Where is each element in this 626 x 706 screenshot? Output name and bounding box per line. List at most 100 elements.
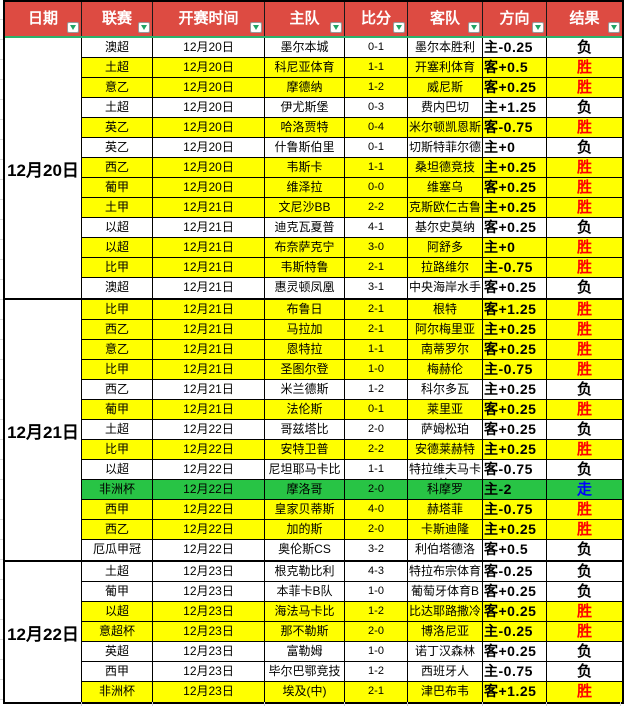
result-cell: 负 <box>547 138 622 157</box>
score-cell: 1-1 <box>345 58 408 77</box>
league-cell: 西乙 <box>82 158 153 177</box>
kickoff-time-cell: 12月22日 <box>153 540 265 560</box>
kickoff-time-cell: 12月22日 <box>153 460 265 479</box>
result-cell: 负 <box>547 278 622 298</box>
away-team-cell: 博洛尼亚 <box>408 622 483 641</box>
filter-dropdown-icon[interactable] <box>250 22 262 33</box>
direction-cell: 主+0 <box>483 138 547 157</box>
filter-dropdown-icon[interactable] <box>138 22 150 33</box>
match-row: 英超 12月23日 富勒姆 1-0 诺丁汉森林 客+0.25 负 <box>82 642 622 662</box>
kickoff-time-cell: 12月21日 <box>153 238 265 257</box>
away-team-cell: 费内巴切 <box>408 98 483 117</box>
result-cell: 负 <box>547 662 622 681</box>
direction-cell: 客+0.5 <box>483 58 547 77</box>
league-cell: 厄瓜甲冠 <box>82 540 153 560</box>
result-cell: 胜 <box>547 258 622 277</box>
league-cell: 英超 <box>82 642 153 661</box>
home-team-cell: 那不勒斯 <box>265 622 345 641</box>
home-team-cell: 富勒姆 <box>265 642 345 661</box>
home-team-cell: 尼坦耶马卡比 <box>265 460 345 479</box>
match-row: 意乙 12月20日 摩德纳 1-2 威尼斯 客+0.25 胜 <box>82 78 622 98</box>
league-cell: 英乙 <box>82 118 153 137</box>
kickoff-time-cell: 12月20日 <box>153 178 265 197</box>
away-team-cell: 阿舒多 <box>408 238 483 257</box>
away-team-cell: 赫塔菲 <box>408 500 483 519</box>
result-cell: 胜 <box>547 400 622 419</box>
direction-cell: 客+0.25 <box>483 340 547 359</box>
home-team-cell: 惠灵顿凤凰 <box>265 278 345 298</box>
score-cell: 2-0 <box>345 420 408 439</box>
header-label-home-team: 主队 <box>289 9 320 27</box>
home-team-cell: 迪克瓦夏普 <box>265 218 345 237</box>
match-results-table: 日期 联赛 开赛时间 主队 比分 客队 <box>3 0 624 704</box>
score-cell: 3-0 <box>345 238 408 257</box>
score-cell: 0-4 <box>345 118 408 137</box>
league-cell: 土超 <box>82 420 153 439</box>
home-team-cell: 奥伦斯CS <box>265 540 345 560</box>
kickoff-time-cell: 12月22日 <box>153 520 265 539</box>
result-cell: 负 <box>547 460 622 479</box>
score-cell: 1-1 <box>345 158 408 177</box>
result-cell: 胜 <box>547 238 622 257</box>
home-team-cell: 毕尔巴鄂竞技 <box>265 662 345 681</box>
score-cell: 2-2 <box>345 198 408 217</box>
away-team-cell: 科摩罗 <box>408 480 483 499</box>
kickoff-time-cell: 12月20日 <box>153 98 265 117</box>
away-team-cell: 西班牙人 <box>408 662 483 681</box>
date-group-label: 12月22日 <box>5 562 82 702</box>
bottom-gridline-stubs <box>3 702 621 706</box>
header-cell-direction: 方向 <box>483 2 547 36</box>
home-team-cell: 圣图尔登 <box>265 360 345 379</box>
away-team-cell: 中央海岸水手 <box>408 278 483 298</box>
filter-dropdown-icon[interactable] <box>393 22 405 33</box>
league-cell: 比甲 <box>82 258 153 277</box>
home-team-cell: 埃及(中) <box>265 682 345 702</box>
score-cell: 2-0 <box>345 520 408 539</box>
result-cell: 走 <box>547 480 622 499</box>
direction-cell: 主-0.25 <box>483 622 547 641</box>
header-label-direction: 方向 <box>499 9 530 27</box>
filter-dropdown-icon[interactable] <box>67 22 79 33</box>
match-row: 厄瓜甲冠 12月22日 奥伦斯CS 3-2 利伯塔德洛 客+0.5 负 <box>82 540 622 560</box>
result-cell: 负 <box>547 582 622 601</box>
match-row: 土超 12月22日 哥兹塔比 2-0 萨姆松珀 客+0.25 负 <box>82 420 622 440</box>
result-cell: 胜 <box>547 500 622 519</box>
away-team-cell: 梅赫伦 <box>408 360 483 379</box>
league-cell: 意乙 <box>82 78 153 97</box>
kickoff-time-cell: 12月20日 <box>153 138 265 157</box>
filter-dropdown-icon[interactable] <box>532 22 544 33</box>
kickoff-time-cell: 12月21日 <box>153 400 265 419</box>
kickoff-time-cell: 12月21日 <box>153 258 265 277</box>
home-team-cell: 布鲁日 <box>265 300 345 319</box>
date-group: 12月22日 土超 12月23日 根克勒比利 4-3 特拉布宗体育 客-0.25 负葡甲 12月… <box>5 562 622 702</box>
triangle-down-icon <box>535 25 541 30</box>
direction-cell: 主-0.25 <box>483 38 547 57</box>
home-team-cell: 维泽拉 <box>265 178 345 197</box>
league-cell: 澳超 <box>82 38 153 57</box>
home-team-cell: 海法马卡比 <box>265 602 345 621</box>
home-team-cell: 摩洛哥 <box>265 480 345 499</box>
direction-cell: 主-0.75 <box>483 360 547 379</box>
home-team-cell: 法伦斯 <box>265 400 345 419</box>
away-team-cell: 特拉维夫马卡比 <box>408 460 483 479</box>
filter-dropdown-icon[interactable] <box>608 22 620 33</box>
date-group-rows: 澳超 12月20日 墨尔本城 0-1 墨尔本胜利 主-0.25 负土超 12月20日 科尼亚体育… <box>82 38 622 298</box>
result-cell: 胜 <box>547 340 622 359</box>
result-cell: 胜 <box>547 622 622 641</box>
header-cell-score: 比分 <box>345 2 408 36</box>
score-cell: 1-2 <box>345 78 408 97</box>
kickoff-time-cell: 12月23日 <box>153 602 265 621</box>
score-cell: 3-1 <box>345 278 408 298</box>
score-cell: 2-1 <box>345 258 408 277</box>
result-cell: 胜 <box>547 78 622 97</box>
date-group-label: 12月21日 <box>5 300 82 560</box>
league-cell: 葡甲 <box>82 582 153 601</box>
kickoff-time-cell: 12月22日 <box>153 480 265 499</box>
direction-cell: 客-0.25 <box>483 562 547 581</box>
kickoff-time-cell: 12月20日 <box>153 38 265 57</box>
filter-dropdown-icon[interactable] <box>330 22 342 33</box>
filter-dropdown-icon[interactable] <box>468 22 480 33</box>
direction-cell: 主+0.25 <box>483 198 547 217</box>
header-cell-date: 日期 <box>5 2 82 36</box>
